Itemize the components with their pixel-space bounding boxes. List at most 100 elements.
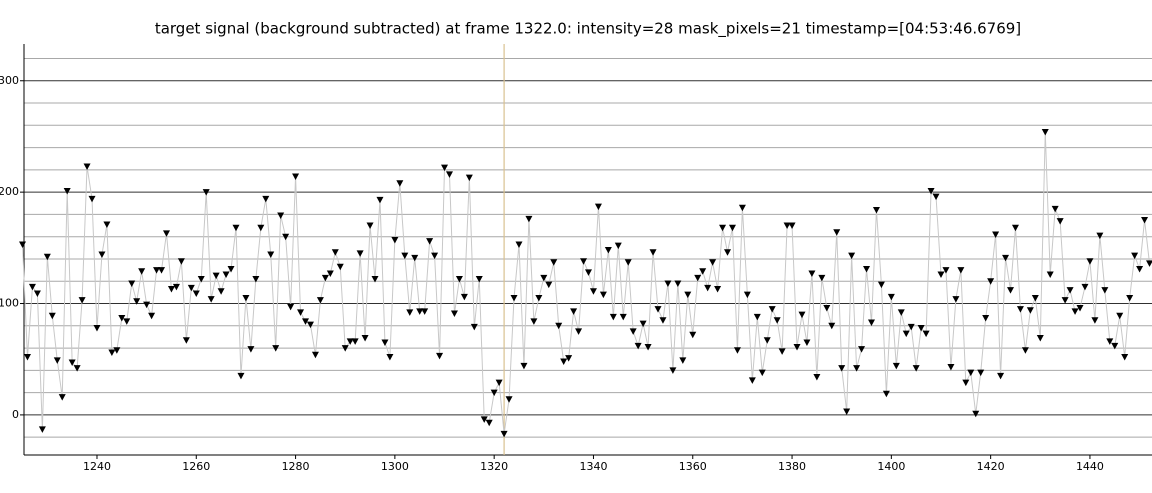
point-marker <box>589 288 597 295</box>
point-marker <box>872 206 880 214</box>
point-marker <box>426 238 434 245</box>
point-marker <box>480 416 488 423</box>
x-tick-label: 1260 <box>182 460 210 473</box>
point-marker <box>709 259 717 266</box>
point-marker <box>98 251 106 259</box>
point-marker <box>1141 216 1149 224</box>
point-marker <box>530 318 538 325</box>
point-marker <box>917 325 925 332</box>
x-tick-label: 1360 <box>679 460 707 473</box>
point-marker <box>202 189 210 196</box>
point-marker <box>644 343 652 351</box>
point-marker <box>252 276 260 283</box>
point-marker <box>123 318 131 325</box>
point-marker <box>302 318 310 325</box>
point-marker <box>992 231 1000 238</box>
point-marker <box>103 221 111 228</box>
x-tick-label: 1440 <box>1076 460 1104 473</box>
point-marker <box>912 365 920 372</box>
point-marker <box>143 301 151 309</box>
point-marker <box>257 224 265 232</box>
point-marker <box>1131 252 1139 260</box>
point-marker <box>346 338 354 345</box>
point-marker <box>848 252 856 260</box>
point-marker <box>540 274 548 282</box>
point-marker <box>227 265 235 273</box>
point-marker <box>311 351 319 359</box>
point-marker <box>1026 307 1034 314</box>
point-marker <box>629 328 637 335</box>
point-marker <box>649 249 657 256</box>
point-marker <box>654 306 662 313</box>
point-marker <box>604 247 612 254</box>
point-marker <box>699 268 707 275</box>
point-marker <box>947 364 955 371</box>
point-marker <box>818 274 826 282</box>
point-marker <box>53 357 61 364</box>
point-marker <box>1136 265 1144 273</box>
point-marker <box>262 195 270 203</box>
point-marker <box>485 419 493 427</box>
x-tick-label: 1400 <box>877 460 905 473</box>
point-marker <box>341 345 349 352</box>
point-marker <box>858 346 866 353</box>
point-marker <box>535 294 543 302</box>
point-marker <box>788 222 796 230</box>
point-marker <box>158 267 166 274</box>
point-marker <box>33 290 41 297</box>
x-tick-label: 1420 <box>977 460 1005 473</box>
point-marker <box>361 335 369 342</box>
point-marker <box>1101 287 1109 294</box>
point-marker <box>386 353 394 361</box>
point-marker <box>421 308 429 315</box>
point-marker <box>247 346 255 353</box>
point-marker <box>932 193 940 201</box>
chart-title: target signal (background subtracted) at… <box>155 20 1021 39</box>
point-marker <box>450 310 458 318</box>
point-marker <box>187 284 195 292</box>
point-marker <box>172 283 180 291</box>
point-marker <box>808 270 816 277</box>
point-marker <box>431 252 439 260</box>
point-marker <box>1121 353 1129 361</box>
point-marker <box>500 430 508 438</box>
point-marker <box>624 259 632 266</box>
point-marker <box>867 319 875 326</box>
point-marker <box>609 313 617 321</box>
point-marker <box>297 309 305 316</box>
point-marker <box>515 241 523 248</box>
point-marker <box>997 372 1005 380</box>
point-marker <box>664 280 672 287</box>
point-marker <box>793 343 801 351</box>
point-marker <box>763 337 771 344</box>
point-marker <box>937 271 945 279</box>
point-marker <box>316 297 324 304</box>
point-marker <box>78 297 86 304</box>
point-marker <box>828 322 836 330</box>
point-marker <box>406 309 414 316</box>
x-tick-label: 1320 <box>480 460 508 473</box>
point-marker <box>570 308 578 315</box>
point-marker <box>1002 254 1010 262</box>
point-marker <box>366 222 374 230</box>
point-marker <box>356 250 364 257</box>
point-marker <box>634 342 642 350</box>
point-marker <box>212 272 220 280</box>
point-marker <box>838 365 846 372</box>
point-marker <box>1056 218 1064 225</box>
point-marker <box>1066 287 1074 294</box>
point-marker <box>88 195 96 203</box>
point-marker <box>321 274 329 282</box>
point-marker <box>93 325 101 332</box>
point-marker <box>1046 271 1054 279</box>
point-marker <box>733 347 741 354</box>
point-marker <box>331 249 339 256</box>
x-tick-label: 1340 <box>579 460 607 473</box>
point-marker <box>882 390 890 398</box>
point-marker <box>153 267 161 274</box>
point-marker <box>942 267 950 274</box>
point-marker <box>376 196 384 204</box>
point-marker <box>863 265 871 273</box>
point-marker <box>952 296 960 303</box>
